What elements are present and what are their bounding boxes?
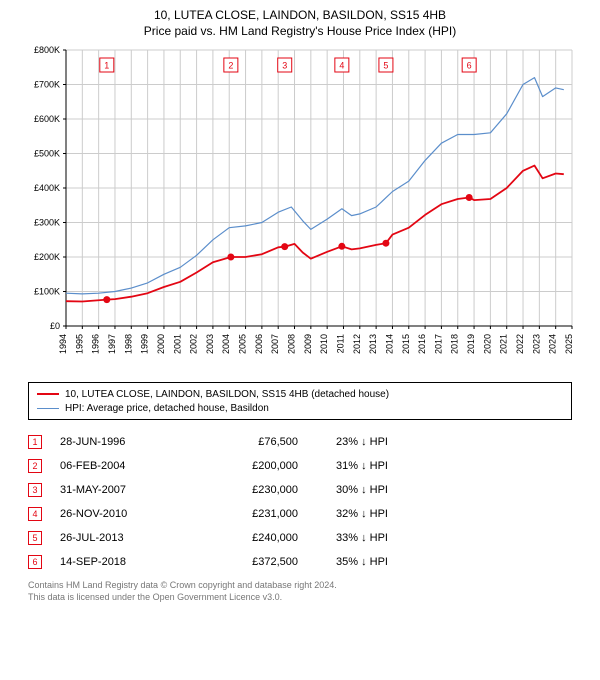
footer-attribution: Contains HM Land Registry data © Crown c…: [28, 580, 572, 603]
svg-text:1996: 1996: [91, 334, 101, 354]
transaction-pct: 35% ↓ HPI: [316, 556, 416, 568]
transaction-pct: 23% ↓ HPI: [316, 436, 416, 448]
chart-legend: 10, LUTEA CLOSE, LAINDON, BASILDON, SS15…: [28, 382, 572, 420]
svg-text:2011: 2011: [335, 334, 345, 353]
legend-swatch: [37, 408, 59, 409]
svg-text:2000: 2000: [156, 334, 166, 354]
svg-text:2003: 2003: [205, 334, 215, 354]
svg-text:2005: 2005: [238, 334, 248, 354]
transaction-price: £231,000: [198, 508, 298, 520]
transaction-pct: 30% ↓ HPI: [316, 484, 416, 496]
svg-text:£0: £0: [50, 321, 60, 331]
svg-text:2004: 2004: [221, 334, 231, 354]
svg-text:2025: 2025: [564, 334, 574, 354]
transaction-date: 28-JUN-1996: [60, 436, 180, 448]
transaction-row: 2 06-FEB-2004 £200,000 31% ↓ HPI: [28, 454, 572, 478]
footer-line-1: Contains HM Land Registry data © Crown c…: [28, 580, 572, 592]
svg-text:2021: 2021: [499, 334, 509, 354]
transaction-marker: 6: [28, 555, 42, 569]
svg-text:1997: 1997: [107, 334, 117, 354]
svg-text:2023: 2023: [531, 334, 541, 354]
svg-text:2013: 2013: [368, 334, 378, 354]
svg-text:2007: 2007: [270, 334, 280, 354]
svg-text:2014: 2014: [384, 334, 394, 354]
line-chart-svg: £0 £100K £200K £300K £400K £500K £600K £700K £80…: [20, 44, 580, 374]
title-block: 10, LUTEA CLOSE, LAINDON, BASILDON, SS15…: [10, 8, 590, 38]
transaction-marker: 2: [28, 459, 42, 473]
transaction-marker: 3: [28, 483, 42, 497]
transaction-date: 14-SEP-2018: [60, 556, 180, 568]
transaction-date: 26-JUL-2013: [60, 532, 180, 544]
svg-text:2006: 2006: [254, 334, 264, 354]
svg-text:2002: 2002: [189, 334, 199, 354]
svg-text:£300K: £300K: [34, 218, 60, 228]
transaction-date: 26-NOV-2010: [60, 508, 180, 520]
transaction-row: 6 14-SEP-2018 £372,500 35% ↓ HPI: [28, 550, 572, 574]
svg-text:1: 1: [104, 61, 109, 71]
svg-text:£400K: £400K: [34, 183, 60, 193]
chart-title-subtitle: Price paid vs. HM Land Registry's House …: [10, 24, 590, 38]
transaction-date: 06-FEB-2004: [60, 460, 180, 472]
svg-text:£500K: £500K: [34, 149, 60, 159]
svg-text:6: 6: [467, 61, 472, 71]
transaction-row: 1 28-JUN-1996 £76,500 23% ↓ HPI: [28, 430, 572, 454]
svg-text:2: 2: [228, 61, 233, 71]
svg-text:£700K: £700K: [34, 80, 60, 90]
transaction-date: 31-MAY-2007: [60, 484, 180, 496]
transaction-row: 3 31-MAY-2007 £230,000 30% ↓ HPI: [28, 478, 572, 502]
legend-label: 10, LUTEA CLOSE, LAINDON, BASILDON, SS15…: [65, 389, 389, 400]
svg-text:2020: 2020: [482, 334, 492, 354]
svg-text:3: 3: [282, 61, 287, 71]
svg-text:2016: 2016: [417, 334, 427, 354]
chart-title-address: 10, LUTEA CLOSE, LAINDON, BASILDON, SS15…: [10, 8, 590, 22]
svg-text:2018: 2018: [450, 334, 460, 354]
legend-row: 10, LUTEA CLOSE, LAINDON, BASILDON, SS15…: [37, 387, 563, 401]
transaction-price: £240,000: [198, 532, 298, 544]
svg-text:1998: 1998: [123, 334, 133, 354]
svg-text:2012: 2012: [352, 334, 362, 354]
svg-text:4: 4: [339, 61, 344, 71]
svg-text:£800K: £800K: [34, 45, 60, 55]
svg-text:2022: 2022: [515, 334, 525, 354]
transaction-price: £76,500: [198, 436, 298, 448]
legend-row: HPI: Average price, detached house, Basi…: [37, 401, 563, 415]
svg-text:£200K: £200K: [34, 252, 60, 262]
transaction-row: 5 26-JUL-2013 £240,000 33% ↓ HPI: [28, 526, 572, 550]
transaction-pct: 32% ↓ HPI: [316, 508, 416, 520]
transaction-price: £230,000: [198, 484, 298, 496]
page-container: 10, LUTEA CLOSE, LAINDON, BASILDON, SS15…: [0, 0, 600, 613]
transaction-pct: 33% ↓ HPI: [316, 532, 416, 544]
transaction-marker: 1: [28, 435, 42, 449]
transaction-pct: 31% ↓ HPI: [316, 460, 416, 472]
legend-label: HPI: Average price, detached house, Basi…: [65, 403, 269, 414]
chart-area: £0 £100K £200K £300K £400K £500K £600K £700K £80…: [20, 44, 580, 374]
svg-text:£600K: £600K: [34, 114, 60, 124]
svg-text:1999: 1999: [140, 334, 150, 354]
footer-line-2: This data is licensed under the Open Gov…: [28, 592, 572, 604]
svg-text:1994: 1994: [58, 334, 68, 354]
svg-text:2009: 2009: [303, 334, 313, 354]
transaction-marker: 4: [28, 507, 42, 521]
transaction-price: £372,500: [198, 556, 298, 568]
svg-text:2019: 2019: [466, 334, 476, 354]
svg-text:2010: 2010: [319, 334, 329, 354]
svg-text:2008: 2008: [287, 334, 297, 354]
svg-text:2024: 2024: [548, 334, 558, 354]
transactions-table: 1 28-JUN-1996 £76,500 23% ↓ HPI 2 06-FEB-2004…: [28, 430, 572, 574]
svg-text:2015: 2015: [401, 334, 411, 354]
svg-text:£100K: £100K: [34, 287, 60, 297]
svg-text:5: 5: [383, 61, 388, 71]
svg-text:1995: 1995: [74, 334, 84, 354]
svg-text:2017: 2017: [433, 334, 443, 354]
transaction-marker: 5: [28, 531, 42, 545]
svg-text:2001: 2001: [172, 334, 182, 354]
transaction-row: 4 26-NOV-2010 £231,000 32% ↓ HPI: [28, 502, 572, 526]
transaction-price: £200,000: [198, 460, 298, 472]
legend-swatch: [37, 393, 59, 395]
